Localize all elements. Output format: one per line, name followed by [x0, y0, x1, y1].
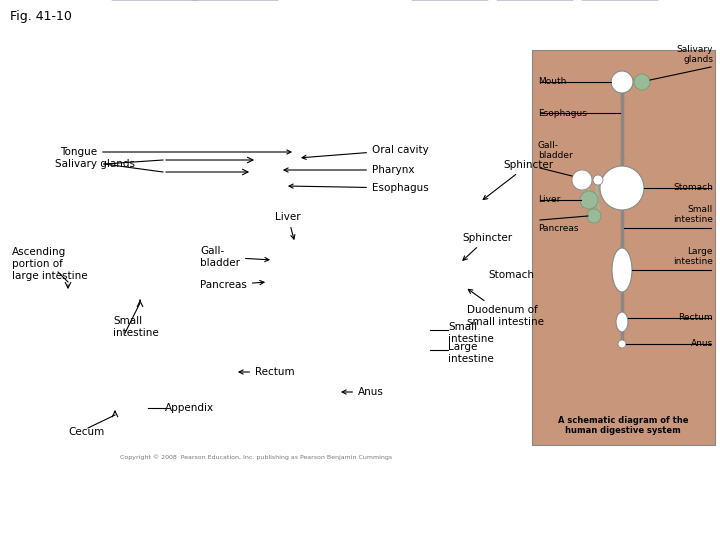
- Text: Tongue: Tongue: [60, 147, 291, 157]
- Text: Salivary glands: Salivary glands: [55, 159, 135, 169]
- Text: Rectum: Rectum: [678, 314, 713, 322]
- Text: Copyright © 2008  Pearson Education, Inc. publishing as Pearson Benjamin Cumming: Copyright © 2008 Pearson Education, Inc.…: [120, 454, 392, 460]
- Text: Sphincter: Sphincter: [462, 233, 512, 260]
- Text: Esophagus: Esophagus: [289, 183, 428, 193]
- Text: Small
intestine: Small intestine: [448, 322, 494, 344]
- Text: Rectum: Rectum: [239, 367, 294, 377]
- Circle shape: [634, 74, 650, 90]
- Text: Gall-
bladder: Gall- bladder: [538, 140, 572, 160]
- Text: A schematic diagram of the
human digestive system: A schematic diagram of the human digesti…: [558, 416, 688, 435]
- Text: Small
intestine: Small intestine: [673, 205, 713, 225]
- Text: Large
intestine: Large intestine: [448, 342, 494, 364]
- Text: Liver: Liver: [538, 195, 560, 205]
- Text: Appendix: Appendix: [165, 403, 214, 413]
- Text: Esophagus: Esophagus: [538, 109, 587, 118]
- Text: Stomach: Stomach: [488, 270, 534, 280]
- Text: Duodenum of
small intestine: Duodenum of small intestine: [467, 289, 544, 327]
- Circle shape: [611, 71, 633, 93]
- Circle shape: [587, 209, 601, 223]
- FancyBboxPatch shape: [532, 50, 715, 445]
- Ellipse shape: [612, 248, 632, 292]
- Text: Fig. 41-10: Fig. 41-10: [10, 10, 72, 23]
- Circle shape: [572, 170, 592, 190]
- Text: Salivary
glands: Salivary glands: [677, 45, 713, 64]
- Text: Cecum: Cecum: [68, 427, 104, 437]
- Text: Pharynx: Pharynx: [284, 165, 415, 175]
- Circle shape: [593, 175, 603, 185]
- Text: Ascending
portion of
large intestine: Ascending portion of large intestine: [12, 247, 88, 281]
- Text: Oral cavity: Oral cavity: [302, 145, 428, 159]
- Text: Large
intestine: Large intestine: [673, 247, 713, 266]
- Text: Small
intestine: Small intestine: [113, 316, 158, 338]
- Text: Pancreas: Pancreas: [200, 280, 264, 290]
- Text: Stomach: Stomach: [673, 184, 713, 192]
- Text: Gall-
bladder: Gall- bladder: [200, 246, 269, 268]
- Circle shape: [580, 191, 598, 209]
- Text: Liver: Liver: [275, 212, 301, 239]
- Circle shape: [618, 340, 626, 348]
- Text: Sphincter: Sphincter: [483, 160, 553, 200]
- Text: Pancreas: Pancreas: [538, 224, 578, 233]
- Ellipse shape: [616, 312, 628, 332]
- Text: Mouth: Mouth: [538, 78, 567, 86]
- Text: Anus: Anus: [342, 387, 384, 397]
- Circle shape: [600, 166, 644, 210]
- Text: Anus: Anus: [690, 340, 713, 348]
